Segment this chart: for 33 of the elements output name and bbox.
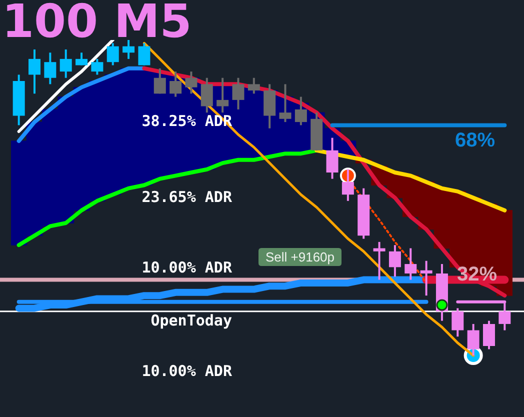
candlestick: [248, 76, 260, 95]
candlestick: [420, 260, 432, 297]
candlestick: [388, 244, 401, 278]
candlestick: [122, 39, 135, 60]
annotation: 68%: [454, 130, 496, 152]
candlestick: [170, 70, 182, 98]
candlestick: [232, 76, 244, 110]
candlestick: [28, 48, 41, 95]
candlestick: [294, 96, 307, 126]
chart-title: 100 M5: [2, 0, 192, 48]
annotation: Sell +9160p: [265, 250, 335, 265]
candlestick: [91, 58, 104, 76]
text: 10.00% ADR: [142, 362, 233, 380]
candlestick: [404, 247, 417, 281]
candlestick: [452, 307, 464, 338]
candlestick: [373, 240, 386, 281]
candlestick: [76, 52, 88, 66]
ref-line-label: OpenToday: [150, 312, 232, 330]
annotation: 10.00% ADR: [142, 258, 233, 276]
candlestick: [279, 83, 292, 124]
candlestick: [138, 42, 150, 66]
annotation: 23.65% ADR: [142, 188, 233, 206]
candlestick: [467, 322, 480, 357]
candlestick: [200, 76, 213, 114]
candlestick: [482, 320, 495, 350]
candlestick: [185, 70, 198, 95]
candlestick: [154, 67, 166, 95]
candlestick: [326, 136, 338, 180]
candlestick: [216, 76, 229, 114]
candlestick: [44, 52, 56, 86]
candlestick: [342, 168, 354, 202]
candlestick: [60, 48, 72, 79]
candlestick: [106, 42, 119, 66]
